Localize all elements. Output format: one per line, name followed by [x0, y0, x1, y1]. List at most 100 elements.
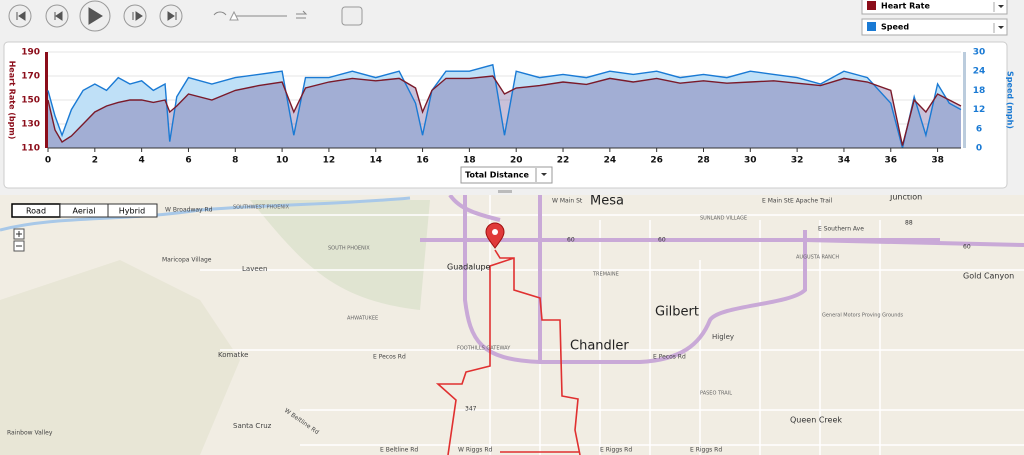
map-label: Higley	[712, 333, 734, 341]
y2-tick-label: 30	[973, 48, 986, 58]
map-label: Maricopa Village	[162, 257, 212, 264]
y-axis-title: Heart Rate (bpm)	[8, 61, 17, 140]
resize-handle[interactable]	[498, 190, 512, 193]
x-tick-label: 32	[791, 156, 804, 166]
map-label: E Riggs Rd	[600, 447, 632, 454]
x-tick-label: 6	[185, 156, 191, 166]
y-axis-bar	[45, 52, 48, 148]
map-label: E Apache Trail	[790, 198, 833, 205]
x-tick-label: 24	[604, 156, 617, 166]
x-tick-label: 8	[232, 156, 238, 166]
x-tick-label: 36	[885, 156, 898, 166]
map-label: E Main St	[762, 198, 791, 205]
map-label: Mesa	[590, 194, 624, 209]
map-label: W Riggs Rd	[458, 447, 492, 454]
slider-thumb[interactable]	[229, 10, 239, 21]
fullscreen-button[interactable]	[341, 6, 363, 26]
series-line	[47, 75, 962, 146]
legend-swatch	[867, 22, 876, 31]
y2-tick-label: 18	[973, 86, 986, 96]
x-tick-label: 12	[323, 156, 336, 166]
x-tick-label: 26	[650, 156, 663, 166]
map-label: AUGUSTA RANCH	[796, 255, 839, 261]
marker-dot	[492, 229, 498, 235]
y2-axis-bar	[963, 52, 966, 148]
mountain-area	[250, 200, 430, 310]
position-marker	[485, 222, 505, 249]
map-label: 60	[567, 237, 575, 244]
series-area	[48, 76, 961, 148]
step-forward-button[interactable]	[123, 4, 147, 28]
map-label: 60	[963, 244, 971, 251]
map-type-hybrid[interactable]	[107, 203, 158, 218]
map-label: TREMAINE	[592, 272, 619, 278]
x-tick-label: 18	[463, 156, 476, 166]
map-label: Gilbert	[655, 305, 699, 320]
map-label: W Main St	[552, 198, 583, 205]
control-icons	[16, 7, 177, 25]
map-label: Rainbow Valley	[7, 430, 53, 437]
legend: Heart Rate Speed	[861, 0, 1008, 36]
map-label: Laveen	[242, 265, 267, 273]
x-tick-label: 2	[92, 156, 98, 166]
map-label: E Pecos Rd	[373, 354, 406, 361]
x-tick-label: 16	[416, 156, 429, 166]
y2-tick-label: 0	[976, 144, 982, 154]
map-label: PASEO TRAIL	[700, 391, 732, 397]
x-tick-label: 34	[838, 156, 851, 166]
map-label: E Pecos Rd	[653, 354, 686, 361]
series-area	[48, 64, 961, 148]
y-tick-label: 110	[21, 144, 40, 154]
x-tick-label: 20	[510, 156, 523, 166]
map-label: E Southern Ave	[818, 226, 864, 233]
x-tick-label: 0	[45, 156, 51, 166]
map-label: SOUTHWEST PHOENIX	[233, 205, 290, 211]
legend-select[interactable]	[861, 18, 1008, 36]
legend-label: Speed	[881, 23, 909, 32]
x-tick-label: 4	[139, 156, 145, 166]
map-label: Guadalupe	[447, 263, 491, 272]
x-axis-selector-label: Total Distance	[465, 171, 529, 180]
highways	[420, 195, 1024, 364]
map-label: SUNLAND VILLAGE	[700, 216, 747, 222]
map-label: 347	[465, 406, 477, 413]
y2-axis-title: Speed (mph)	[1006, 71, 1015, 129]
map-label: Gold Canyon	[963, 272, 1014, 281]
desert-area	[0, 260, 240, 455]
map-label: 60	[658, 237, 666, 244]
y-tick-label: 170	[21, 72, 40, 82]
map-label: 88	[905, 220, 913, 227]
legend-select[interactable]	[861, 0, 1008, 15]
map-type-label: Road	[26, 207, 46, 216]
slow-icon	[213, 11, 227, 16]
x-tick-label: 22	[557, 156, 570, 166]
map-label: General Motors Proving Grounds	[822, 313, 904, 319]
dropdown-arrow	[541, 173, 547, 176]
legend-swatch	[867, 1, 876, 10]
fast-icon	[296, 10, 308, 19]
map-label: AHWATUKEE	[347, 316, 378, 322]
y2-tick-label: 24	[973, 67, 986, 77]
legend-label: Heart Rate	[881, 2, 930, 11]
x-tick-label: 10	[276, 156, 289, 166]
map-type-label: Hybrid	[119, 207, 145, 216]
map-label: SOUTH PHOENIX	[328, 246, 370, 252]
map-labels: Mesa Gilbert Chandler Guadalupe Laveen Marico…	[7, 193, 1014, 454]
zoom-icons	[16, 231, 22, 247]
route	[435, 249, 581, 455]
x-tick-label: 38	[931, 156, 944, 166]
map-label: W Broadway Rd	[165, 207, 213, 214]
playback-controls	[8, 0, 363, 32]
map-label: Komatke	[218, 351, 249, 359]
y-tick-label: 190	[21, 48, 40, 58]
map-label: Junction	[889, 193, 922, 202]
y-tick-label: 150	[21, 96, 40, 106]
y2-tick-label: 6	[976, 124, 982, 134]
map-label: Chandler	[570, 339, 629, 354]
x-axis-selector[interactable]	[460, 166, 553, 184]
x-tick-label: 28	[697, 156, 710, 166]
river	[0, 196, 411, 232]
